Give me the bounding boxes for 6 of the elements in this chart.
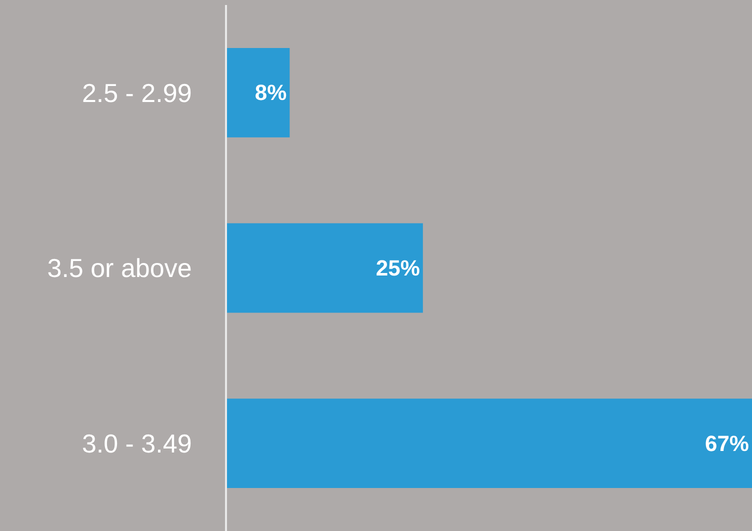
data-label: 67% — [704, 430, 749, 456]
data-label: 25% — [376, 256, 420, 280]
data-label: 8% — [254, 80, 287, 106]
y-tick-label: 2.5 - 2.99 — [82, 78, 192, 108]
y-tick-label: 3.0 - 3.49 — [82, 428, 192, 458]
y-tick-label: 3.5 or above — [47, 253, 192, 284]
